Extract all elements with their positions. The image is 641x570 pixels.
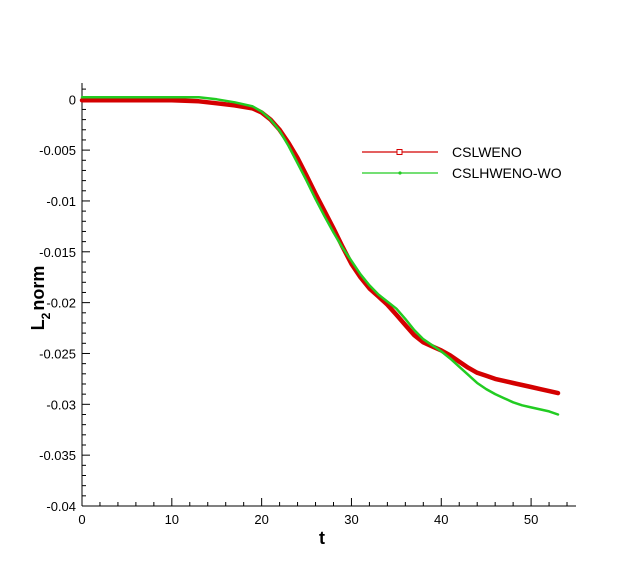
axes xyxy=(81,83,576,507)
y-axis-label-main: L xyxy=(28,319,48,330)
y-tick-label: -0.01 xyxy=(46,194,76,209)
y-axis-ticks: 0 -0.005 -0.01 -0.015 -0.02 -0.025 -0.03 -0.035… xyxy=(39,88,90,514)
y-axis-label: L2norm xyxy=(28,266,53,331)
legend-marker-dot xyxy=(398,171,402,175)
x-tick-label: 20 xyxy=(254,512,268,527)
legend-label-cslweno: CSLWENO xyxy=(452,144,522,160)
y-tick-label: -0.005 xyxy=(39,143,76,158)
y-tick-label: -0.025 xyxy=(39,346,76,361)
data-series xyxy=(79,95,561,416)
x-axis-label: t xyxy=(319,528,325,548)
x-tick-label: 10 xyxy=(165,512,179,527)
x-tick-label: 40 xyxy=(434,512,448,527)
legend-label-cslhweno-wo: CSLHWENO-WO xyxy=(452,165,562,181)
series-line-cslhweno-wo xyxy=(80,95,560,416)
legend: CSLWENO CSLHWENO-WO xyxy=(362,144,562,181)
legend-marker-square xyxy=(396,149,403,155)
y-axis-label-subscript: 2 xyxy=(39,312,53,319)
x-tick-label: 30 xyxy=(344,512,358,527)
y-tick-label: -0.015 xyxy=(39,245,76,260)
x-axis-ticks: 0 10 20 30 40 50 xyxy=(78,498,568,527)
x-tick-label: 50 xyxy=(524,512,538,527)
y-tick-label: -0.03 xyxy=(46,397,76,412)
svg-text:L2norm: L2norm xyxy=(28,266,53,331)
y-tick-label: 0 xyxy=(69,92,76,107)
y-tick-label: -0.02 xyxy=(46,296,76,311)
x-tick-label: 0 xyxy=(78,512,85,527)
y-tick-label: -0.04 xyxy=(46,499,76,514)
y-axis-label-rest: norm xyxy=(28,266,48,311)
y-tick-label: -0.035 xyxy=(39,448,76,463)
